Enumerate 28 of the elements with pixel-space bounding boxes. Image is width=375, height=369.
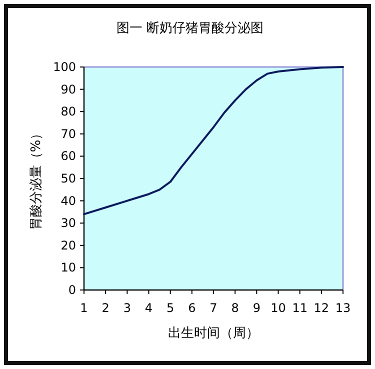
- y-tick-label: 100: [53, 60, 76, 74]
- y-tick-label: 20: [60, 238, 76, 252]
- x-tick-label: 4: [144, 301, 153, 315]
- x-tick-label: 12: [314, 301, 330, 315]
- y-tick-label: 80: [60, 104, 76, 119]
- x-axis-title: 出生时间（周）: [168, 326, 259, 341]
- x-tick-label: 10: [270, 301, 286, 315]
- y-tick-label: 50: [60, 172, 76, 186]
- chart-title: 图一 断奶仔猪胃酸分泌图: [116, 21, 264, 36]
- y-tick-label: 0: [68, 283, 76, 297]
- y-tick-label: 10: [60, 260, 76, 275]
- x-tick-label: 3: [123, 301, 131, 315]
- x-tick-label: 1: [80, 301, 88, 315]
- y-tick-label: 30: [60, 216, 76, 230]
- x-tick-label: 13: [335, 301, 351, 315]
- x-tick-label: 11: [292, 301, 308, 315]
- x-tick-label: 7: [210, 301, 218, 315]
- y-tick-label: 90: [60, 82, 76, 96]
- x-tick-label: 2: [102, 301, 110, 315]
- x-tick-label: 5: [166, 301, 174, 315]
- y-tick-label: 70: [60, 126, 76, 141]
- y-tick-label: 60: [60, 149, 76, 164]
- x-tick-label: 9: [252, 301, 260, 315]
- y-axis-title: 胃酸分泌量（%）: [29, 126, 44, 230]
- y-tick-label: 40: [60, 194, 76, 208]
- x-tick-label: 6: [188, 301, 196, 315]
- x-tick-label: 8: [231, 301, 239, 315]
- line-series: [83, 66, 344, 216]
